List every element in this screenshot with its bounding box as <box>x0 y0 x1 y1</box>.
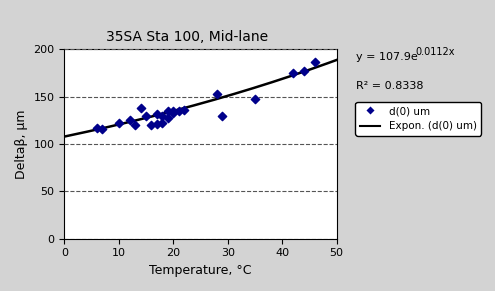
Point <box>153 122 161 127</box>
Point <box>99 127 106 131</box>
Point <box>158 113 166 118</box>
Point <box>131 123 139 127</box>
Point <box>213 92 221 96</box>
Point <box>218 113 226 118</box>
Point <box>300 69 308 74</box>
Point <box>175 109 183 113</box>
Y-axis label: Deltaβ, μm: Deltaβ, μm <box>15 109 28 179</box>
Title: 35SA Sta 100, Mid-lane: 35SA Sta 100, Mid-lane <box>106 30 268 44</box>
Point <box>164 115 172 120</box>
Point <box>289 71 297 75</box>
Point <box>158 121 166 126</box>
Point <box>153 111 161 116</box>
Point <box>169 111 177 115</box>
Point <box>93 126 101 130</box>
Text: R² = 0.8338: R² = 0.8338 <box>356 81 424 91</box>
Point <box>148 123 155 127</box>
Text: 0.0112x: 0.0112x <box>416 47 455 56</box>
Point <box>311 59 319 64</box>
Point <box>180 108 188 112</box>
Point <box>169 109 177 113</box>
Point <box>142 113 150 118</box>
Text: y = 107.9e: y = 107.9e <box>356 52 418 62</box>
Point <box>137 106 145 110</box>
Point <box>126 118 134 123</box>
Point <box>164 109 172 113</box>
X-axis label: Temperature, °C: Temperature, °C <box>149 264 252 277</box>
Legend: d(0) um, Expon. (d(0) um): d(0) um, Expon. (d(0) um) <box>355 102 481 136</box>
Point <box>115 121 123 126</box>
Point <box>251 96 259 101</box>
